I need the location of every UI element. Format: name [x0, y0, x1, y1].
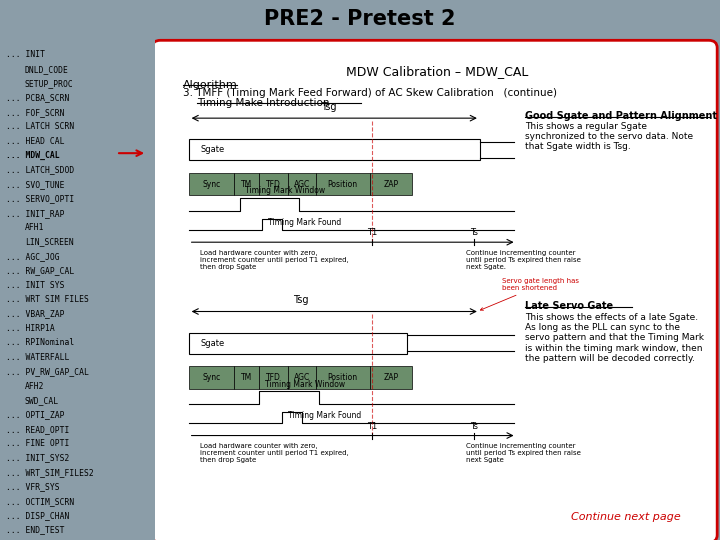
Text: Sync: Sync — [202, 373, 220, 382]
Text: Good Sgate and Pattern Alignment: Good Sgate and Pattern Alignment — [525, 111, 717, 120]
Text: Ts: Ts — [470, 228, 478, 237]
Text: ... DISP_CHAN: ... DISP_CHAN — [6, 511, 70, 520]
Text: ... FOF_SCRN: ... FOF_SCRN — [6, 108, 65, 117]
Bar — [369, 173, 412, 195]
Text: Timing Mark Window: Timing Mark Window — [246, 186, 325, 195]
Text: 3. TMFF (Timing Mark Feed Forward) of AC Skew Calibration   (continue): 3. TMFF (Timing Mark Feed Forward) of AC… — [183, 88, 557, 98]
Text: ... SVO_TUNE: ... SVO_TUNE — [6, 180, 65, 189]
Text: ZAP: ZAP — [383, 373, 398, 382]
Bar — [259, 173, 287, 195]
Text: SWD_CAL: SWD_CAL — [24, 396, 59, 405]
Text: ... OCTIM_SCRN: ... OCTIM_SCRN — [6, 497, 74, 506]
Text: Late Servo Gate: Late Servo Gate — [525, 301, 613, 312]
Text: TFD: TFD — [266, 180, 281, 188]
Text: ... MDW_CAL: ... MDW_CAL — [6, 151, 60, 160]
Text: TM: TM — [241, 373, 252, 382]
Text: ... WRT_SIM_FILES2: ... WRT_SIM_FILES2 — [6, 468, 94, 477]
Text: This shows the effects of a late Sgate.
As long as the PLL can sync to the
servo: This shows the effects of a late Sgate. … — [525, 313, 704, 363]
Text: Ts: Ts — [470, 422, 478, 430]
Text: ... END_TEST: ... END_TEST — [6, 525, 65, 535]
Text: ... AGC_JOG: ... AGC_JOG — [6, 252, 60, 261]
Text: ... INIT: ... INIT — [6, 50, 45, 59]
Text: Continue incrementing counter
until period Ts expired then raise
next Sgate.: Continue incrementing counter until peri… — [466, 249, 580, 269]
Text: ZAP: ZAP — [383, 180, 398, 188]
Text: AGC: AGC — [294, 180, 310, 188]
Bar — [316, 173, 369, 195]
Text: ... WATERFALL: ... WATERFALL — [6, 353, 70, 362]
Text: T1: T1 — [367, 422, 377, 430]
Bar — [259, 366, 287, 389]
Bar — [369, 366, 412, 389]
Text: AFH1: AFH1 — [24, 223, 44, 232]
Text: ... VFR_SYS: ... VFR_SYS — [6, 482, 60, 491]
Text: ... SERVO_OPTI: ... SERVO_OPTI — [6, 194, 74, 204]
Bar — [189, 333, 407, 354]
Bar — [316, 366, 369, 389]
Text: ... PCBA_SCRN: ... PCBA_SCRN — [6, 93, 70, 103]
Text: LIN_SCREEN: LIN_SCREEN — [24, 238, 73, 247]
Text: Tsg: Tsg — [292, 295, 308, 306]
Text: Sgate: Sgate — [200, 339, 224, 348]
Text: Load hardware counter with zero,
increment counter until period T1 expired,
then: Load hardware counter with zero, increme… — [200, 249, 348, 269]
Text: ... WRT SIM FILES: ... WRT SIM FILES — [6, 295, 89, 304]
Bar — [234, 366, 259, 389]
Text: Continue incrementing counter
until period Ts expired then raise
next Sgate: Continue incrementing counter until peri… — [466, 443, 580, 463]
Text: ... INIT_SYS2: ... INIT_SYS2 — [6, 454, 70, 463]
Text: ... RPINominal: ... RPINominal — [6, 339, 74, 347]
Text: AGC: AGC — [294, 373, 310, 382]
Text: ... PV_RW_GAP_CAL: ... PV_RW_GAP_CAL — [6, 367, 89, 376]
Bar — [189, 139, 480, 160]
Text: ... INIT SYS: ... INIT SYS — [6, 281, 65, 290]
Bar — [189, 366, 234, 389]
Text: ... HIRP1A: ... HIRP1A — [6, 324, 55, 333]
Text: DNLD_CODE: DNLD_CODE — [24, 65, 68, 74]
Text: Timing Mark Found: Timing Mark Found — [268, 218, 341, 227]
Text: TFD: TFD — [266, 373, 281, 382]
Text: ... LATCH_SDOD: ... LATCH_SDOD — [6, 166, 74, 174]
Text: ... OPTI_ZAP: ... OPTI_ZAP — [6, 410, 65, 420]
Text: Timing Mark Window: Timing Mark Window — [265, 380, 345, 389]
Text: Load hardware counter with zero,
increment counter until period T1 expired,
then: Load hardware counter with zero, increme… — [200, 443, 348, 463]
Text: Timing Make Introduction: Timing Make Introduction — [197, 98, 330, 108]
Bar — [234, 173, 259, 195]
Text: AFH2: AFH2 — [24, 382, 44, 390]
Text: ... INIT_RAP: ... INIT_RAP — [6, 209, 65, 218]
Text: Position: Position — [328, 180, 358, 188]
Text: Tsg: Tsg — [321, 102, 336, 112]
Text: MDW Calibration – MDW_CAL: MDW Calibration – MDW_CAL — [346, 65, 528, 78]
Text: Timing Mark Found: Timing Mark Found — [287, 411, 361, 421]
Text: ... HEAD CAL: ... HEAD CAL — [6, 137, 65, 146]
FancyBboxPatch shape — [152, 40, 717, 540]
Text: Position: Position — [328, 373, 358, 382]
Text: ... FINE OPTI: ... FINE OPTI — [6, 439, 70, 448]
Bar — [287, 173, 316, 195]
Text: ... READ_OPTI: ... READ_OPTI — [6, 425, 70, 434]
Text: Sgate: Sgate — [200, 145, 224, 154]
Text: TM: TM — [241, 180, 252, 188]
Text: SETUP_PROC: SETUP_PROC — [24, 79, 73, 88]
Bar — [189, 173, 234, 195]
Text: T1: T1 — [367, 228, 377, 237]
Text: Algorithm: Algorithm — [183, 80, 238, 91]
Text: ... VBAR_ZAP: ... VBAR_ZAP — [6, 309, 65, 319]
Text: PRE2 - Pretest 2: PRE2 - Pretest 2 — [264, 9, 456, 29]
Bar — [287, 366, 316, 389]
Text: Continue next page: Continue next page — [571, 512, 680, 522]
Text: ... LATCH SCRN: ... LATCH SCRN — [6, 123, 74, 131]
Text: Servo gate length has
been shortened: Servo gate length has been shortened — [480, 279, 580, 310]
Text: This shows a regular Sgate
synchronized to the servo data. Note
that Sgate width: This shows a regular Sgate synchronized … — [525, 122, 693, 151]
Text: Sync: Sync — [202, 180, 220, 188]
Text: ... RW_GAP_CAL: ... RW_GAP_CAL — [6, 266, 74, 275]
